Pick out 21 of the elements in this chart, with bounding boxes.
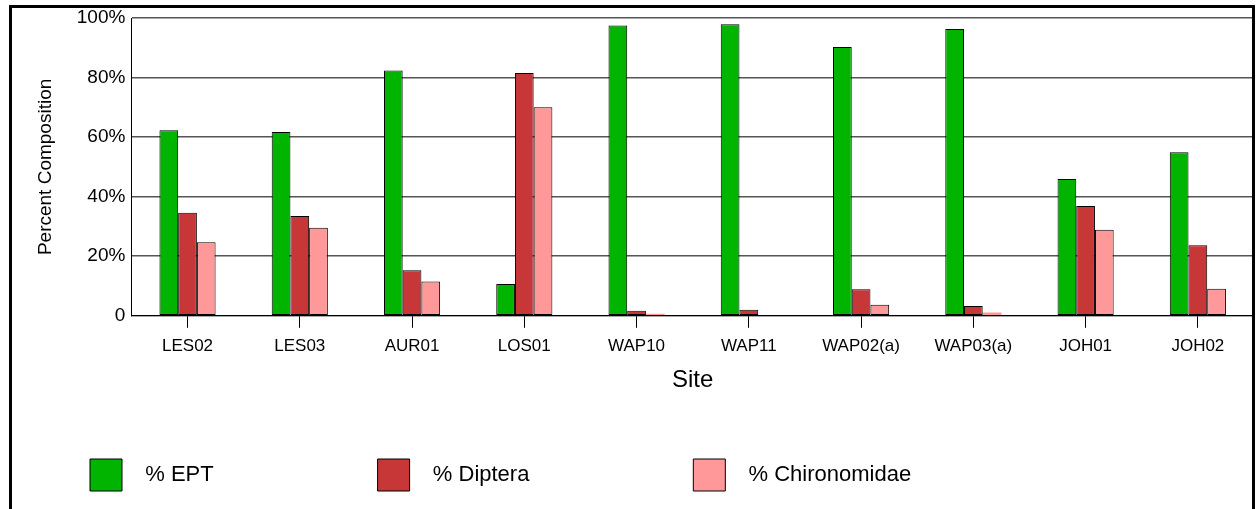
x-tick-label: WAP10 (608, 335, 666, 355)
x-tick-label: JOH02 (1171, 335, 1225, 355)
y-tick-label: 40% (87, 184, 126, 206)
x-tick-label: WAP03(a) (934, 335, 1013, 355)
y-tick-label: 0 (114, 304, 126, 326)
legend-label: % Chironomidae (736, 461, 1016, 487)
x-tick-label: LES03 (274, 335, 326, 355)
y-tick-label: 60% (87, 125, 126, 147)
y-axis-title: Percent Composition (33, 78, 55, 256)
y-tick-label: 100% (76, 6, 126, 28)
x-tick-label: JOH01 (1059, 335, 1113, 355)
x-tick-label: LES02 (162, 335, 214, 355)
x-tick-label: LOS01 (497, 335, 551, 355)
x-tick-label: WAP11 (720, 335, 777, 355)
legend-label: % Diptera (420, 461, 634, 487)
x-tick-label: AUR01 (384, 335, 440, 355)
x-tick-label: WAP02(a) (822, 335, 900, 355)
legend-label: % EPT (133, 461, 318, 487)
y-tick-label: 80% (87, 65, 126, 87)
y-tick-label: 20% (87, 244, 126, 266)
x-axis-title: Site (672, 365, 714, 393)
